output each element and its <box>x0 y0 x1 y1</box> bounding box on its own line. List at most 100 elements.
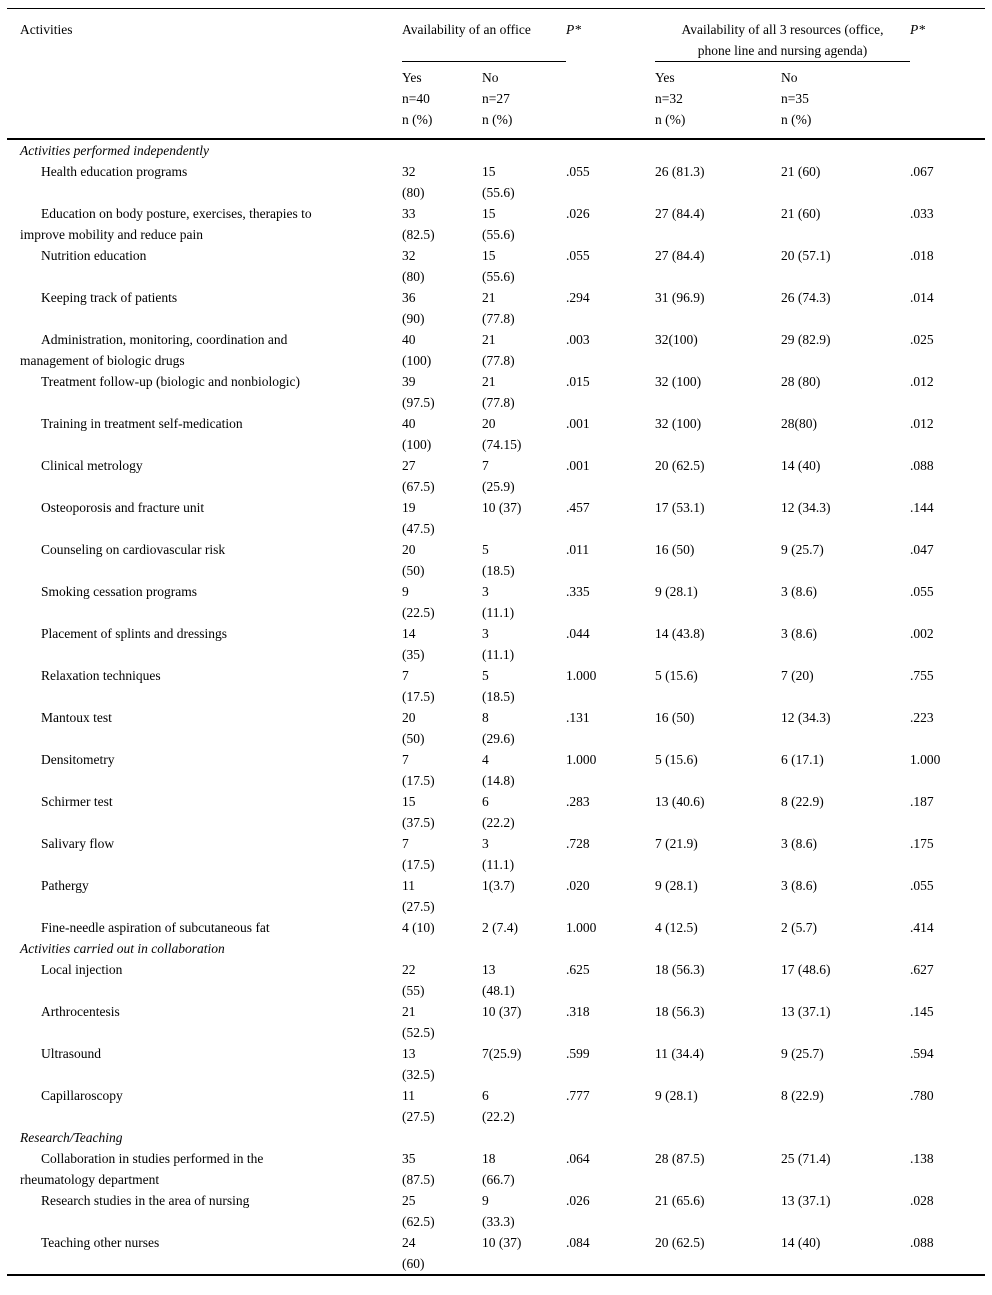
activity-label: Collaboration in studies performed in th… <box>20 1151 264 1187</box>
activity-label: Training in treatment self-medication <box>41 416 243 431</box>
p-value-all3: .028 <box>910 1193 934 1208</box>
header-p-all3: P* <box>910 22 925 37</box>
p-value-office: .026 <box>566 1193 590 1208</box>
office-yes-value: 20 (50) <box>402 710 425 746</box>
activity-label: Administration, monitoring, coordination… <box>20 332 288 368</box>
all3-yes-value: 5 (15.6) <box>655 668 698 683</box>
office-no-value: 7 (25.9) <box>482 458 515 494</box>
p-value-office: .044 <box>566 626 590 641</box>
activity-label: Clinical metrology <box>41 458 143 473</box>
p-value-all3: .018 <box>910 248 934 263</box>
subheader-office-no: No n=27 n (%) <box>482 61 566 140</box>
all3-yes-value: 9 (28.1) <box>655 1088 698 1103</box>
p-value-office: .131 <box>566 710 590 725</box>
section-label: Activities carried out in collaboration <box>20 941 225 956</box>
subheader-all3-yes: Yes n=32 n (%) <box>655 61 781 140</box>
p-value-office: .084 <box>566 1235 590 1250</box>
all3-yes-value: 27 (84.4) <box>655 248 705 263</box>
activity-row: Placement of splints and dressings 14 (35… <box>7 623 985 665</box>
p-value-all3: .414 <box>910 920 934 935</box>
all3-no-value: 17 (48.6) <box>781 962 831 977</box>
p-value-all3: .088 <box>910 1235 934 1250</box>
table-body: Activities performed independently Health… <box>7 139 985 1275</box>
activity-row: Treatment follow-up (biologic and nonbio… <box>7 371 985 413</box>
office-yes-value: 11 (27.5) <box>402 878 435 914</box>
subheader-office-yes: Yes n=40 n (%) <box>402 61 482 140</box>
activity-row: Pathergy 11 (27.5) 1(3.7) .020 9 (28.1) 3 (8.… <box>7 875 985 917</box>
office-yes-value: 27 (67.5) <box>402 458 435 494</box>
all3-no-value: 9 (25.7) <box>781 542 824 557</box>
activity-label: Arthrocentesis <box>41 1004 120 1019</box>
all3-yes-value: 18 (56.3) <box>655 1004 705 1019</box>
all3-yes-value: 9 (28.1) <box>655 878 698 893</box>
office-no-value: 21 (77.8) <box>482 374 515 410</box>
office-yes-value: 4 (10) <box>402 920 435 935</box>
p-value-all3: .014 <box>910 290 934 305</box>
all3-yes-value: 31 (96.9) <box>655 290 705 305</box>
all3-no-value: 6 (17.1) <box>781 752 824 767</box>
activity-row: Collaboration in studies performed in th… <box>7 1148 985 1190</box>
office-no-value: 1(3.7) <box>482 878 515 893</box>
activity-label: Mantoux test <box>41 710 112 725</box>
activity-label: Counseling on cardiovascular risk <box>41 542 226 557</box>
office-yes-value: 33 (82.5) <box>402 206 435 242</box>
office-no-value: 21 (77.8) <box>482 290 515 326</box>
all3-yes-value: 14 (43.8) <box>655 626 705 641</box>
office-no-value: 9 (33.3) <box>482 1193 515 1229</box>
office-yes-value: 20 (50) <box>402 542 425 578</box>
all3-yes-value: 21 (65.6) <box>655 1193 705 1208</box>
activity-label: Treatment follow-up (biologic and nonbio… <box>41 374 300 389</box>
p-value-office: .777 <box>566 1088 590 1103</box>
subheader-spacer-activities <box>7 61 402 140</box>
office-no-value: 10 (37) <box>482 1004 522 1019</box>
all3-no-value: 20 (57.1) <box>781 248 831 263</box>
activity-label: Ultrasound <box>41 1046 101 1061</box>
activity-row: Teaching other nurses 24 (60) 10 (37) .084 2… <box>7 1232 985 1275</box>
header-group-row: Activities Availability of an office P* … <box>7 8 985 62</box>
subheader-spacer-p1 <box>566 61 655 140</box>
all3-no-value: 3 (8.6) <box>781 584 817 599</box>
all3-no-value: 3 (8.6) <box>781 878 817 893</box>
activity-row: Clinical metrology 27 (67.5) 7 (25.9) .001 2… <box>7 455 985 497</box>
section-row: Research/Teaching <box>7 1127 985 1148</box>
activity-label: Fine-needle aspiration of subcutaneous f… <box>41 920 270 935</box>
activity-row: Research studies in the area of nursing 2… <box>7 1190 985 1232</box>
all3-yes-value: 18 (56.3) <box>655 962 705 977</box>
office-no-value: 3 (11.1) <box>482 626 515 662</box>
p-value-all3: .138 <box>910 1151 934 1166</box>
all3-no-value: 8 (22.9) <box>781 1088 824 1103</box>
office-no-value: 3 (11.1) <box>482 584 515 620</box>
p-value-office: .625 <box>566 962 590 977</box>
activity-row: Osteoporosis and fracture unit 19 (47.5) 1… <box>7 497 985 539</box>
office-no-value: 15 (55.6) <box>482 206 515 242</box>
all3-no-value: 3 (8.6) <box>781 626 817 641</box>
p-value-office: .001 <box>566 458 590 473</box>
activity-row: Administration, monitoring, coordination… <box>7 329 985 371</box>
activity-label: Smoking cessation programs <box>41 584 197 599</box>
activity-label: Nutrition education <box>41 248 147 263</box>
activity-label: Salivary flow <box>41 836 115 851</box>
activity-row: Mantoux test 20 (50) 8 (29.6) .131 16 (50) 12… <box>7 707 985 749</box>
activity-row: Training in treatment self-medication 40 … <box>7 413 985 455</box>
activity-label: Education on body posture, exercises, th… <box>20 206 312 242</box>
section-row: Activities carried out in collaboration <box>7 938 985 959</box>
all3-yes-value: 16 (50) <box>655 710 695 725</box>
header-activities: Activities <box>20 22 73 37</box>
activity-row: Arthrocentesis 21 (52.5) 10 (37) .318 18 (56… <box>7 1001 985 1043</box>
p-value-all3: .223 <box>910 710 934 725</box>
office-no-value: 15 (55.6) <box>482 164 515 200</box>
p-value-office: 1.000 <box>566 668 597 683</box>
all3-no-value: 2 (5.7) <box>781 920 817 935</box>
p-value-all3: .047 <box>910 542 934 557</box>
office-no-value: 3 (11.1) <box>482 836 515 872</box>
activities-table: Activities Availability of an office P* … <box>7 8 985 1276</box>
office-no-value: 20 (74.15) <box>482 416 522 452</box>
activity-row: Nutrition education 32 (80) 15 (55.6) .055 2… <box>7 245 985 287</box>
activity-label: Placement of splints and dressings <box>41 626 227 641</box>
office-yes-value: 11 (27.5) <box>402 1088 435 1124</box>
activity-label: Osteoporosis and fracture unit <box>41 500 205 515</box>
p-value-office: .011 <box>566 542 590 557</box>
all3-no-value: 13 (37.1) <box>781 1004 831 1019</box>
activity-label: Densitometry <box>41 752 115 767</box>
